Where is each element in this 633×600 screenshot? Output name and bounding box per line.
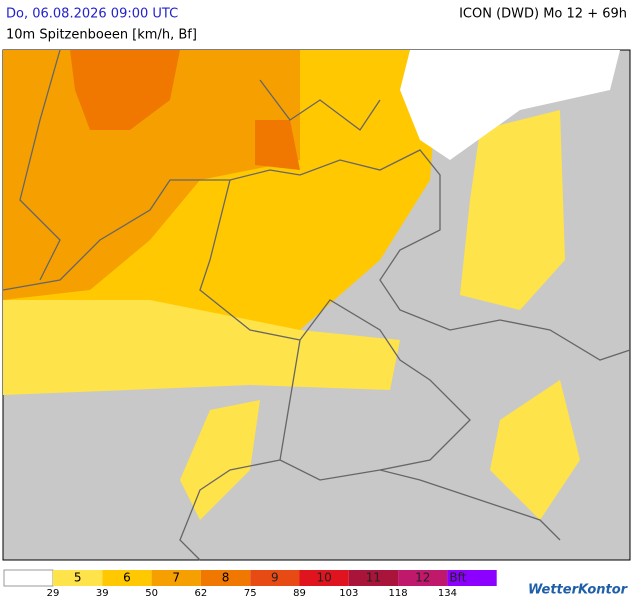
no-data bbox=[400, 50, 620, 160]
legend-box bbox=[53, 570, 103, 586]
legend-box bbox=[250, 570, 300, 586]
legend-threshold: 62 bbox=[195, 588, 208, 599]
legend-threshold: 134 bbox=[438, 588, 457, 599]
legend-label: 10 bbox=[317, 571, 332, 585]
legend-box bbox=[200, 570, 251, 586]
brand: WetterKontor bbox=[528, 583, 629, 598]
wind-area bbox=[70, 50, 180, 130]
legend-threshold: 75 bbox=[244, 588, 257, 599]
legend-box bbox=[348, 570, 399, 586]
wind-area bbox=[3, 50, 300, 300]
legend-label: Bft bbox=[449, 571, 466, 585]
coast bbox=[19, 49, 381, 281]
border bbox=[2, 149, 631, 361]
legend-box bbox=[447, 570, 497, 586]
wind-area bbox=[3, 300, 400, 395]
border bbox=[179, 459, 561, 561]
legend-box bbox=[299, 570, 349, 586]
legend-label: 11 bbox=[366, 571, 381, 585]
legend-box bbox=[3, 569, 54, 587]
run-time: Do, 06.08.2026 09:00 UTC bbox=[6, 7, 178, 22]
legend-threshold: 118 bbox=[389, 588, 408, 599]
legend-threshold: 39 bbox=[96, 588, 109, 599]
wind-area bbox=[490, 380, 580, 520]
legend-threshold: 89 bbox=[293, 588, 306, 599]
wind-area bbox=[255, 120, 300, 170]
legend-label: 7 bbox=[172, 571, 180, 585]
legend-box bbox=[102, 570, 152, 586]
subtitle: 10m Spitzenboeen [km/h, Bf] bbox=[6, 28, 197, 43]
legend-label: 12 bbox=[415, 571, 430, 585]
legend-label: 8 bbox=[222, 571, 230, 585]
legend-label: 5 bbox=[74, 571, 82, 585]
legend-threshold: 103 bbox=[339, 588, 358, 599]
legend-label: 6 bbox=[123, 571, 131, 585]
border bbox=[199, 179, 471, 481]
legend-box bbox=[151, 570, 201, 586]
legend-box bbox=[398, 570, 448, 586]
legend-threshold: 29 bbox=[47, 588, 60, 599]
model-info: ICON (DWD) Mo 12 + 69h bbox=[459, 7, 627, 22]
wind-area bbox=[460, 110, 565, 310]
legend-label: 9 bbox=[271, 571, 279, 585]
legend-threshold: 50 bbox=[145, 588, 158, 599]
map bbox=[2, 49, 631, 561]
